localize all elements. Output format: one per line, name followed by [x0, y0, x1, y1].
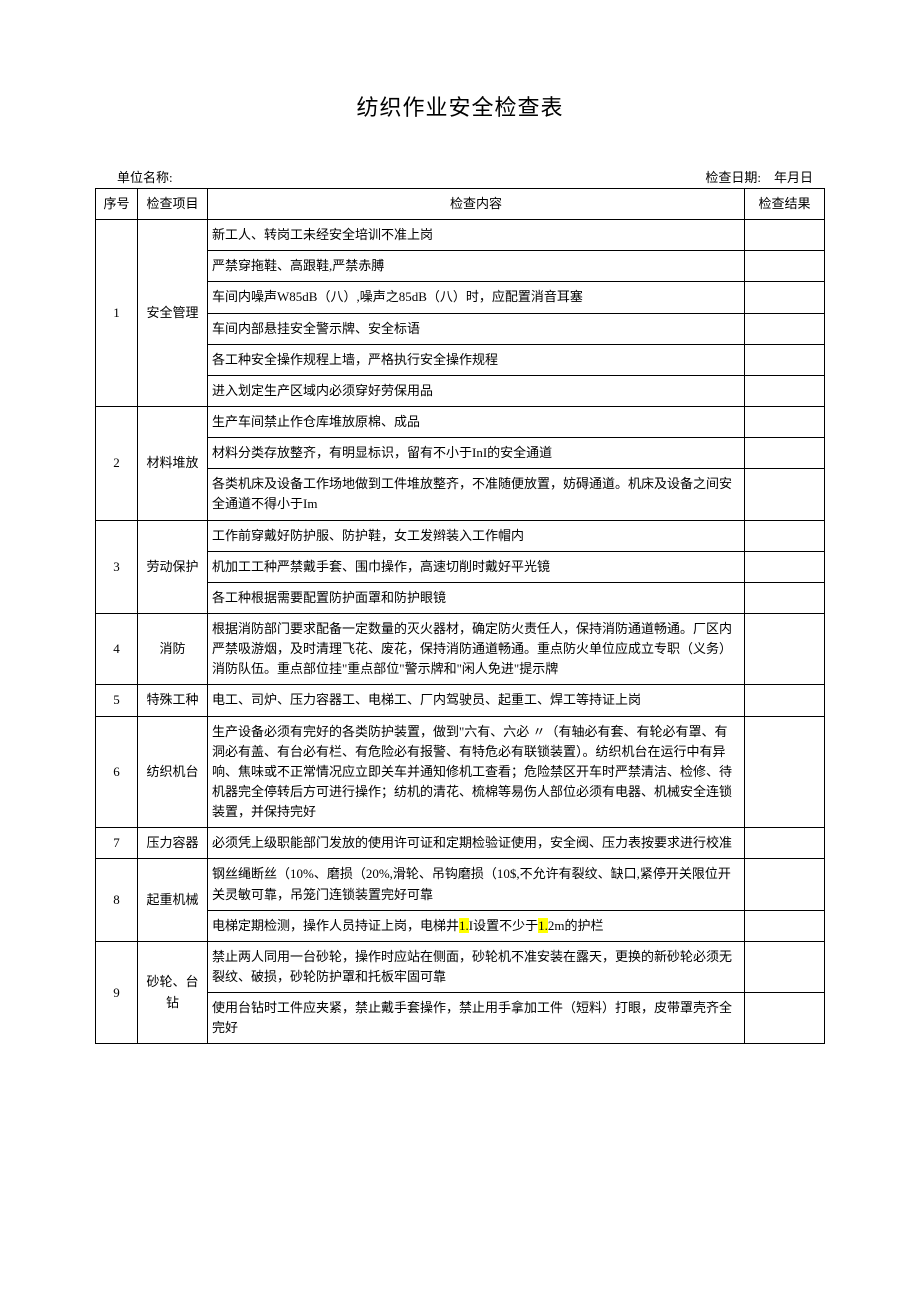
cell-result: [745, 716, 825, 828]
cell-seq: 4: [96, 613, 138, 684]
cell-result: [745, 520, 825, 551]
cell-result: [745, 469, 825, 520]
cell-seq: 8: [96, 859, 138, 941]
cell-content: 各工种安全操作规程上墙，严格执行安全操作规程: [208, 344, 745, 375]
cell-result: [745, 375, 825, 406]
text-part: I设置不少于: [469, 918, 538, 933]
table-row: 2材料堆放生产车间禁止作仓库堆放原棉、成品: [96, 406, 825, 437]
cell-item: 特殊工种: [138, 685, 208, 716]
unit-label: 单位名称:: [97, 167, 173, 186]
cell-content: 生产车间禁止作仓库堆放原棉、成品: [208, 406, 745, 437]
cell-item: 压力容器: [138, 828, 208, 859]
date-area: 检查日期: 年月日: [705, 167, 823, 186]
table-row: 1安全管理新工人、转岗工未经安全培训不准上岗: [96, 220, 825, 251]
cell-seq: 7: [96, 828, 138, 859]
cell-content: 电工、司炉、压力容器工、电梯工、厂内驾驶员、起重工、焊工等持证上岗: [208, 685, 745, 716]
cell-content: 各类机床及设备工作场地做到工件堆放整齐，不准随便放置，妨碍通道。机床及设备之间安…: [208, 469, 745, 520]
cell-content: 车间内噪声W85dB（八）,噪声之85dB（八）时，应配置消音耳塞: [208, 282, 745, 313]
cell-item: 纺织机台: [138, 716, 208, 828]
header-seq: 序号: [96, 189, 138, 220]
text-part: 2m的护栏: [548, 918, 604, 933]
table-row: 9砂轮、台钻禁止两人同用一台砂轮，操作时应站在侧面，砂轮机不准安装在露天，更换的…: [96, 941, 825, 992]
cell-result: [745, 582, 825, 613]
cell-content: 根据消防部门要求配备一定数量的灭火器材，确定防火责任人，保持消防通道畅通。厂区内…: [208, 613, 745, 684]
cell-content: 电梯定期检测，操作人员持证上岗，电梯井1.I设置不少于1.2m的护栏: [208, 910, 745, 941]
cell-result: [745, 551, 825, 582]
checklist-table: 序号 检查项目 检查内容 检查结果 1安全管理新工人、转岗工未经安全培训不准上岗…: [95, 188, 825, 1044]
highlight-text: 1.: [459, 918, 469, 933]
cell-result: [745, 220, 825, 251]
date-value: 年月日: [774, 170, 813, 185]
cell-item: 材料堆放: [138, 406, 208, 520]
header-result: 检查结果: [745, 189, 825, 220]
cell-content: 工作前穿戴好防护服、防护鞋，女工发辫装入工作帽内: [208, 520, 745, 551]
date-label: 检查日期:: [705, 170, 761, 185]
header-content: 检查内容: [208, 189, 745, 220]
cell-content: 使用台钻时工件应夹紧，禁止戴手套操作，禁止用手拿加工件（短料）打眼，皮带罩壳齐全…: [208, 993, 745, 1044]
cell-content: 严禁穿拖鞋、高跟鞋,严禁赤膊: [208, 251, 745, 282]
table-row: 5特殊工种电工、司炉、压力容器工、电梯工、厂内驾驶员、起重工、焊工等持证上岗: [96, 685, 825, 716]
cell-result: [745, 313, 825, 344]
cell-content: 生产设备必须有完好的各类防护装置，做到"六有、六必 〃（有轴必有套、有轮必有罩、…: [208, 716, 745, 828]
cell-content: 车间内部悬挂安全警示牌、安全标语: [208, 313, 745, 344]
cell-item: 劳动保护: [138, 520, 208, 613]
cell-seq: 2: [96, 406, 138, 520]
cell-item: 消防: [138, 613, 208, 684]
cell-result: [745, 613, 825, 684]
meta-row: 单位名称: 检查日期: 年月日: [95, 167, 825, 186]
cell-result: [745, 438, 825, 469]
table-row: 8起重机械钢丝绳断丝（10%、磨损（20%,滑轮、吊钩磨损（10$,不允许有裂纹…: [96, 859, 825, 910]
cell-content: 必须凭上级职能部门发放的使用许可证和定期检验证使用，安全阀、压力表按要求进行校准: [208, 828, 745, 859]
cell-content: 进入划定生产区域内必须穿好劳保用品: [208, 375, 745, 406]
cell-result: [745, 282, 825, 313]
cell-result: [745, 685, 825, 716]
header-item: 检查项目: [138, 189, 208, 220]
cell-content: 材料分类存放整齐，有明显标识，留有不小于InI的安全通道: [208, 438, 745, 469]
cell-result: [745, 910, 825, 941]
cell-content: 钢丝绳断丝（10%、磨损（20%,滑轮、吊钩磨损（10$,不允许有裂纹、缺口,紧…: [208, 859, 745, 910]
cell-result: [745, 993, 825, 1044]
cell-item: 砂轮、台钻: [138, 941, 208, 1044]
table-row: 3劳动保护工作前穿戴好防护服、防护鞋，女工发辫装入工作帽内: [96, 520, 825, 551]
cell-seq: 3: [96, 520, 138, 613]
cell-seq: 1: [96, 220, 138, 407]
table-row: 4消防根据消防部门要求配备一定数量的灭火器材，确定防火责任人，保持消防通道畅通。…: [96, 613, 825, 684]
cell-item: 起重机械: [138, 859, 208, 941]
cell-result: [745, 251, 825, 282]
cell-content: 禁止两人同用一台砂轮，操作时应站在侧面，砂轮机不准安装在露天，更换的新砂轮必须无…: [208, 941, 745, 992]
cell-seq: 9: [96, 941, 138, 1044]
table-header-row: 序号 检查项目 检查内容 检查结果: [96, 189, 825, 220]
cell-item: 安全管理: [138, 220, 208, 407]
table-row: 6纺织机台生产设备必须有完好的各类防护装置，做到"六有、六必 〃（有轴必有套、有…: [96, 716, 825, 828]
cell-content: 各工种根据需要配置防护面罩和防护眼镜: [208, 582, 745, 613]
cell-result: [745, 406, 825, 437]
cell-result: [745, 859, 825, 910]
cell-content: 新工人、转岗工未经安全培训不准上岗: [208, 220, 745, 251]
page-title: 纺织作业安全检查表: [95, 90, 825, 122]
cell-result: [745, 344, 825, 375]
cell-seq: 6: [96, 716, 138, 828]
cell-seq: 5: [96, 685, 138, 716]
cell-result: [745, 828, 825, 859]
text-part: 电梯定期检测，操作人员持证上岗，电梯井: [212, 918, 459, 933]
highlight-text: 1.: [538, 918, 548, 933]
cell-content: 机加工工种严禁戴手套、围巾操作，高速切削时戴好平光镜: [208, 551, 745, 582]
table-row: 7压力容器必须凭上级职能部门发放的使用许可证和定期检验证使用，安全阀、压力表按要…: [96, 828, 825, 859]
cell-result: [745, 941, 825, 992]
